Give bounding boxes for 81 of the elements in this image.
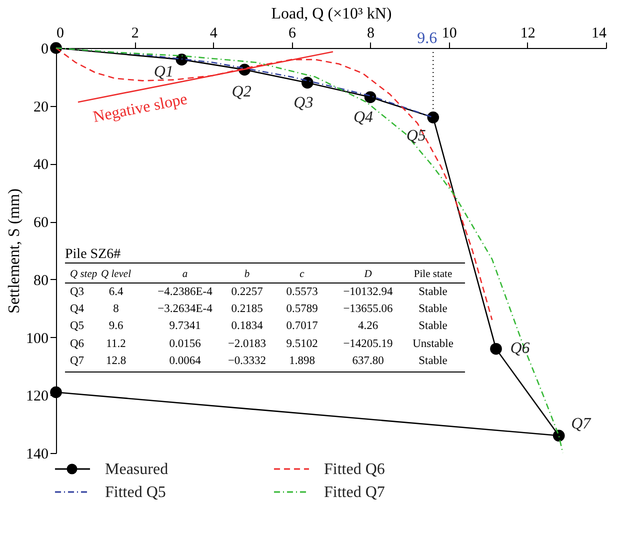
y-tick-label: 120 xyxy=(26,388,48,405)
annotation: c xyxy=(300,269,305,280)
annotation: 0.1834 xyxy=(231,320,264,332)
annotation: Q step xyxy=(70,269,98,280)
annotation: 0.5573 xyxy=(286,286,318,298)
annotation: −13655.06 xyxy=(343,303,394,315)
annotation: b xyxy=(244,269,250,280)
annotation: Q5 xyxy=(70,320,84,332)
point xyxy=(176,54,188,66)
annotation: Stable xyxy=(418,286,448,298)
annotation: −0.3332 xyxy=(228,355,266,367)
annotation: Stable xyxy=(418,303,448,315)
annotation: Q6 xyxy=(70,338,84,350)
annotation: 637.80 xyxy=(352,355,384,367)
x-tick-label: 0 xyxy=(56,26,64,42)
annotation: −4.2386E-4 xyxy=(158,286,213,298)
annotation: Q3 xyxy=(294,94,314,112)
x-tick-label: 6 xyxy=(288,26,296,42)
annotation: 11.2 xyxy=(106,338,126,350)
annotation: 1.898 xyxy=(289,355,316,367)
x-tick-label: 14 xyxy=(592,26,607,42)
y-tick-label: 140 xyxy=(26,446,48,462)
legend-label: Fitted Q5 xyxy=(105,484,166,501)
annotation: −2.0183 xyxy=(228,338,266,350)
annotation: Q3 xyxy=(70,286,84,298)
annotation: Q6 xyxy=(510,340,530,357)
x-tick-label: 4 xyxy=(210,26,218,42)
point xyxy=(50,386,62,398)
y-tick-label: 80 xyxy=(34,272,48,289)
y-tick-label: 20 xyxy=(34,99,48,116)
annotation: Stable xyxy=(418,320,448,332)
x-axis-title: Load, Q (×10³ kN) xyxy=(271,6,392,22)
point xyxy=(490,342,502,355)
point xyxy=(302,76,314,89)
annotation: 0.5789 xyxy=(286,303,318,315)
annotation: 0.2257 xyxy=(231,286,264,298)
annotation: Pile state xyxy=(414,269,452,280)
y-tick-label: 0 xyxy=(41,42,48,58)
y-axis-title: Settlement, S (mm) xyxy=(6,188,23,314)
ref-line-label: 9.6 xyxy=(417,30,438,47)
legend-label: Measured xyxy=(105,461,168,478)
annotation: −14205.19 xyxy=(343,338,394,350)
annotation: Unstable xyxy=(412,338,454,350)
annotation: 9.7341 xyxy=(169,320,202,332)
annotation: Q level xyxy=(100,269,132,280)
point xyxy=(427,112,440,124)
annotation: Pile SZ6# xyxy=(65,247,121,262)
x-tick-label: 2 xyxy=(131,26,139,42)
annotation: 0.2185 xyxy=(231,303,264,315)
annotation: 9.5102 xyxy=(286,338,318,350)
annotation: D xyxy=(363,269,372,280)
annotation: Stable xyxy=(418,355,448,367)
annotation: Q4 xyxy=(354,109,374,126)
y-tick-label: 60 xyxy=(34,215,48,232)
annotation: Q5 xyxy=(406,127,426,144)
annotation: −10132.94 xyxy=(343,286,394,298)
annotation: 9.6 xyxy=(108,320,124,332)
annotation: Q1 xyxy=(154,64,174,81)
annotation: Q4 xyxy=(70,303,84,315)
annotation: 8 xyxy=(113,303,120,315)
y-tick-label: 100 xyxy=(26,330,48,347)
annotation: Q7 xyxy=(571,416,592,433)
point xyxy=(364,91,376,104)
x-tick-label: 8 xyxy=(367,26,375,42)
annotation: 6.4 xyxy=(108,286,124,298)
legend-label: Fitted Q7 xyxy=(324,484,385,501)
annotation: 12.8 xyxy=(106,355,126,367)
x-tick-label: 12 xyxy=(520,26,536,42)
annotation: Q2 xyxy=(232,84,252,101)
y-tick-label: 40 xyxy=(34,157,48,174)
annotation: 0.0064 xyxy=(169,355,202,367)
annotation: −3.2634E-4 xyxy=(158,303,213,315)
point xyxy=(552,430,565,442)
text: Negative slope xyxy=(92,90,189,126)
annotation: 0.7017 xyxy=(286,320,318,332)
annotation: 0.0156 xyxy=(169,338,202,350)
legend-label: Fitted Q6 xyxy=(324,461,385,478)
x-tick-label: 10 xyxy=(442,26,457,42)
annotation: Q7 xyxy=(70,355,84,367)
annotation: 4.26 xyxy=(358,320,378,332)
annotation: a xyxy=(182,269,188,280)
